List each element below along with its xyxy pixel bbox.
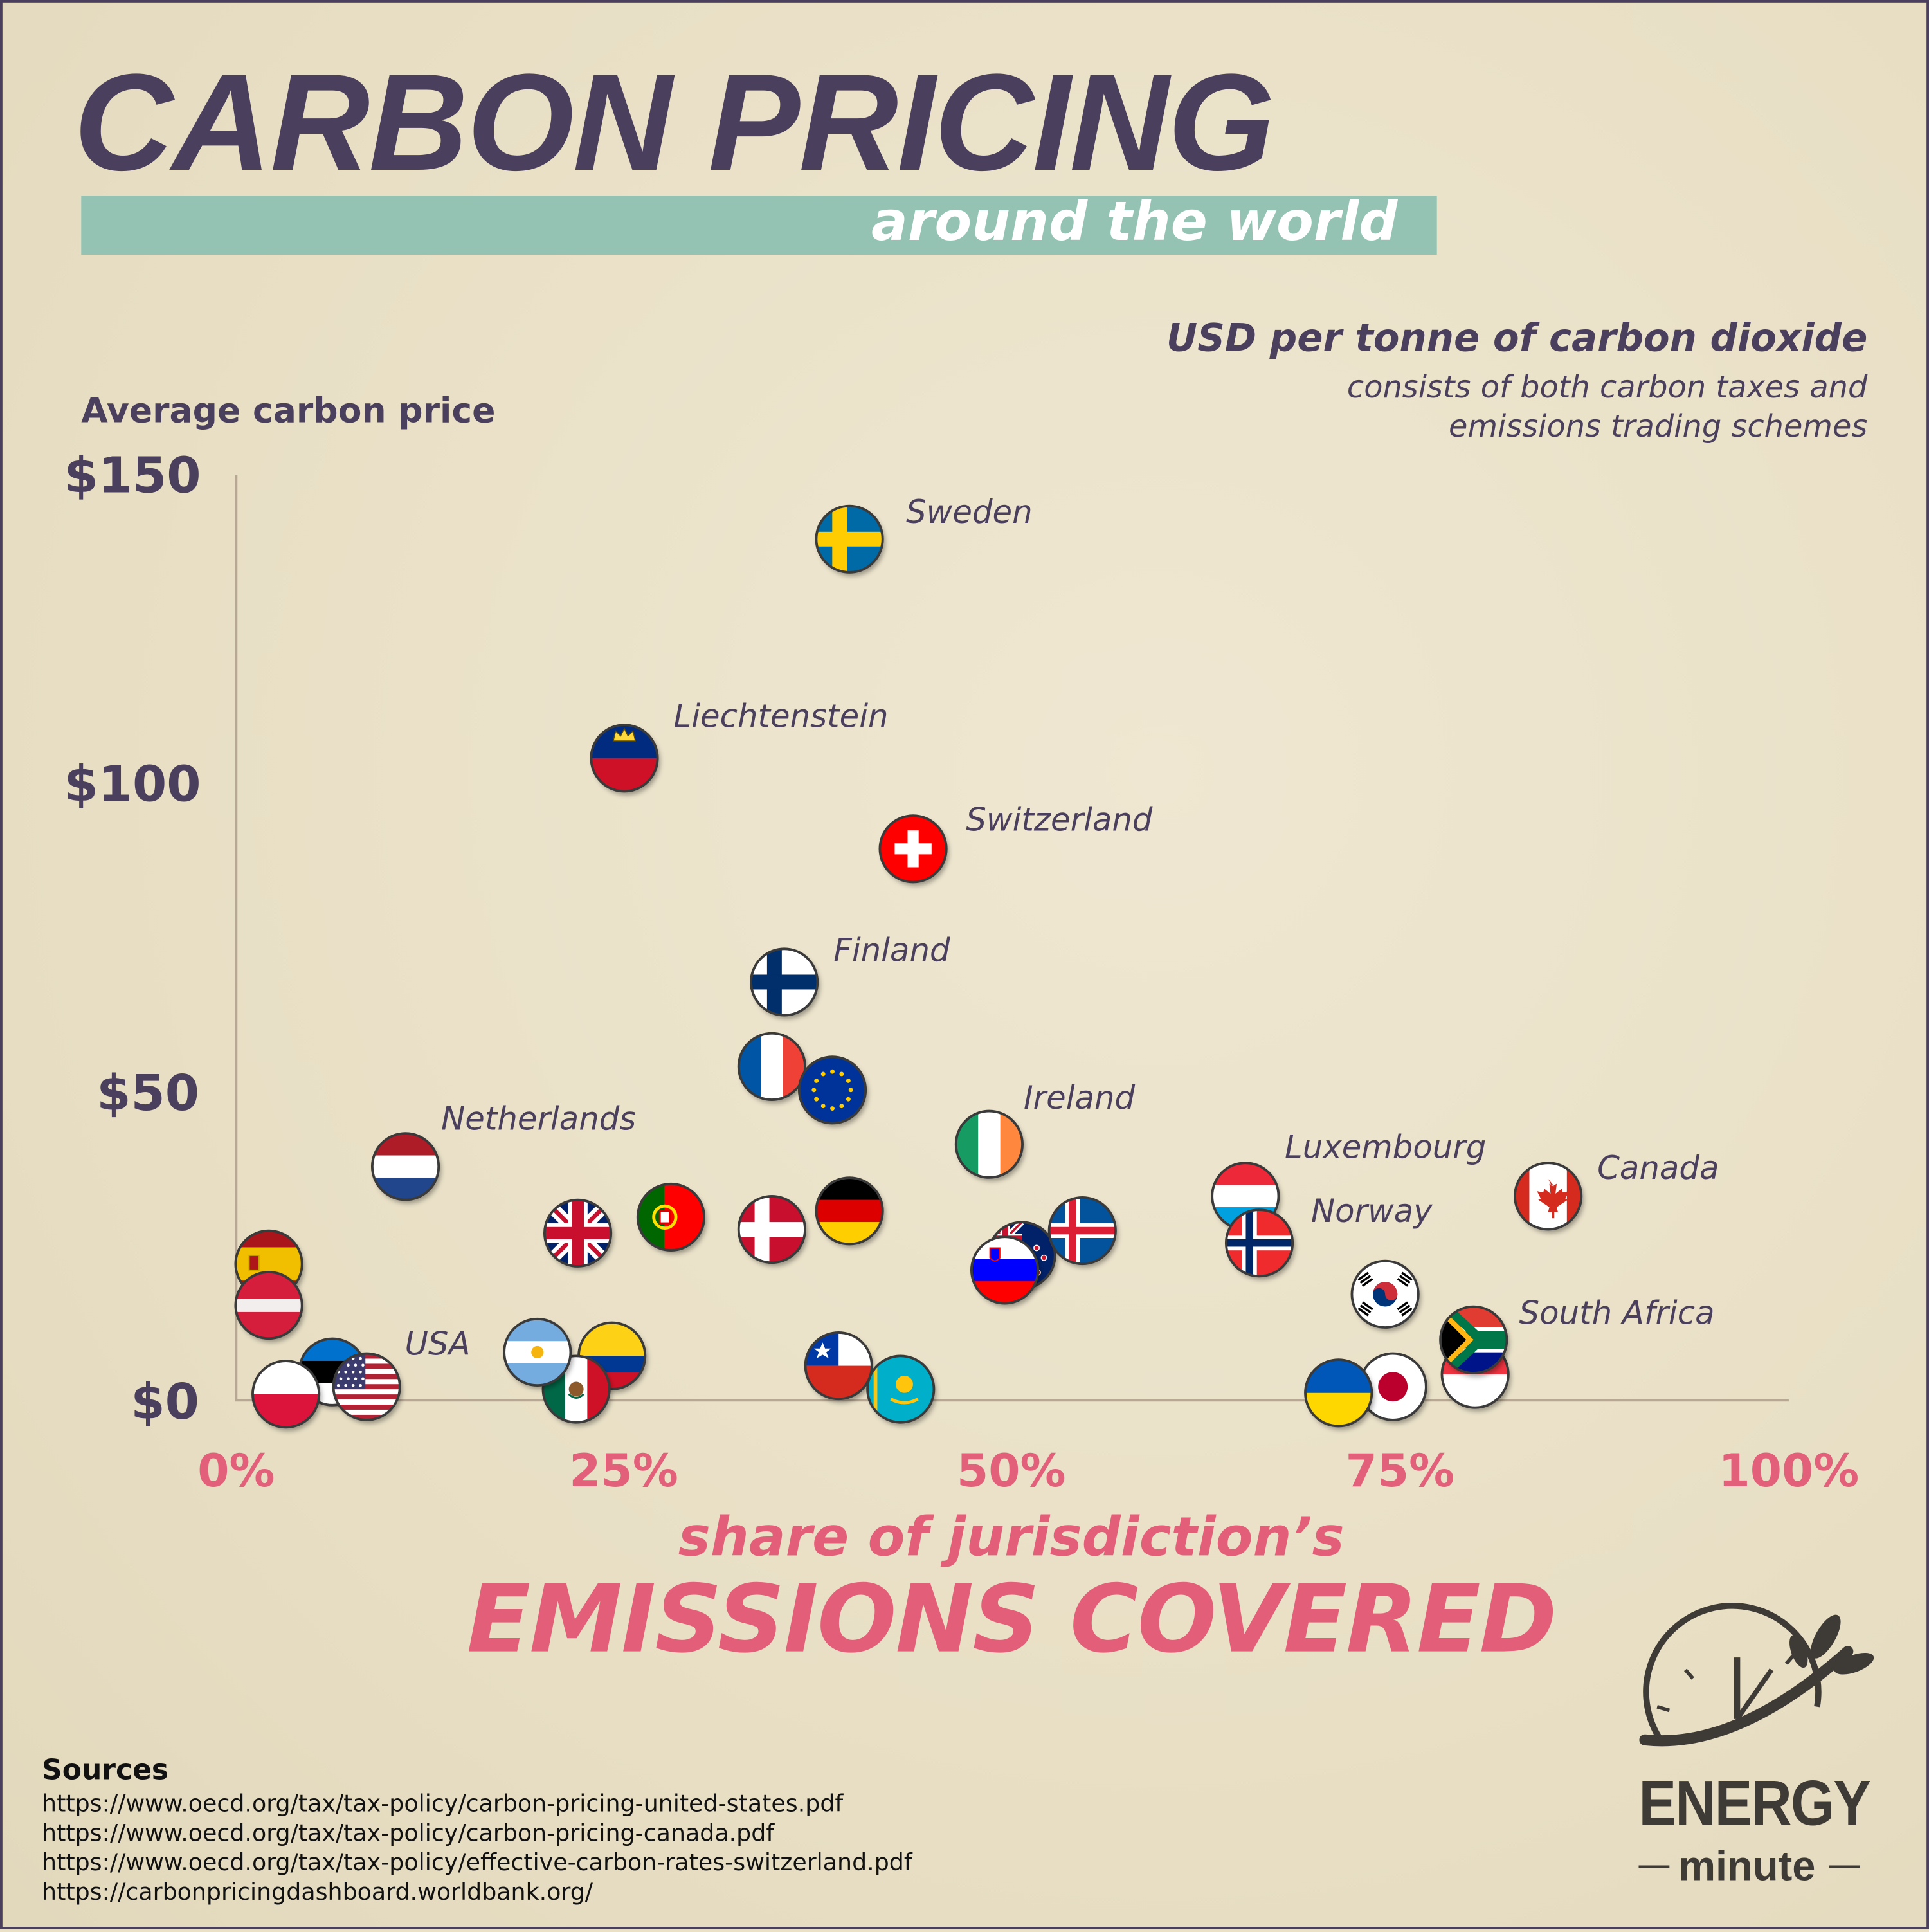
country-label: USA	[404, 1326, 471, 1363]
flag-argentina-icon	[503, 1317, 572, 1387]
flag-usa-icon	[332, 1352, 401, 1421]
flag-liechtenstein-icon	[590, 724, 659, 793]
x-axis-line	[235, 1399, 1789, 1401]
country-label: Luxembourg	[1285, 1129, 1487, 1167]
x-tick-label: 50%	[956, 1444, 1066, 1498]
flag-chile-icon	[804, 1331, 873, 1401]
country-label: Switzerland	[966, 802, 1153, 839]
logo-text-energy: ENERGY	[1638, 1768, 1870, 1840]
flag-france-icon	[737, 1032, 806, 1101]
x-tick-label: 25%	[569, 1444, 678, 1498]
source-link[interactable]: https://www.oecd.org/tax/tax-policy/carb…	[42, 1790, 844, 1818]
country-label: Ireland	[1023, 1080, 1136, 1118]
sources-heading: Sources	[42, 1754, 169, 1787]
x-tick-label: 0%	[197, 1444, 275, 1498]
y-axis-line	[235, 475, 237, 1401]
flag-kazakhstan-icon	[866, 1354, 936, 1424]
y-tick-label: $0	[131, 1374, 199, 1432]
flag-european-union-icon	[797, 1055, 867, 1125]
flag-iceland-icon	[1047, 1196, 1117, 1266]
flag-japan-icon	[1358, 1352, 1427, 1421]
flag-south-korea-icon	[1350, 1259, 1420, 1329]
source-link[interactable]: https://www.oecd.org/tax/tax-policy/carb…	[42, 1819, 775, 1847]
flag-ukraine-icon	[1304, 1358, 1373, 1428]
flag-portugal-icon	[636, 1182, 705, 1252]
y-tick-label: $50	[96, 1065, 199, 1122]
flag-poland-icon	[251, 1360, 321, 1429]
country-label: Canada	[1597, 1150, 1719, 1188]
country-label: Netherlands	[440, 1101, 637, 1138]
page-title: CARBON PRICING	[73, 45, 1275, 199]
x-tick-label: 100%	[1718, 1444, 1860, 1498]
country-label: South Africa	[1519, 1295, 1715, 1333]
page-subtitle: around the world	[871, 190, 1398, 254]
scatter-plot	[234, 504, 1583, 1429]
y-axis-label: Average carbon price	[81, 390, 496, 431]
x-axis-label-line2: EMISSIONS COVERED	[466, 1563, 1557, 1674]
flag-germany-icon	[815, 1176, 884, 1246]
flag-netherlands-icon	[370, 1132, 440, 1201]
flag-sweden-icon	[815, 504, 884, 574]
flag-united-kingdom-icon	[543, 1198, 613, 1268]
x-axis-label-line1: share of jurisdiction’s	[678, 1506, 1345, 1569]
flag-canada-icon	[1514, 1162, 1583, 1231]
unit-note-line1: consists of both carbon taxes and	[1346, 369, 1868, 405]
logo-text-minute: minute	[1678, 1843, 1816, 1890]
energy-minute-logo-icon	[1638, 1603, 1874, 1868]
x-tick-label: 75%	[1345, 1444, 1455, 1498]
flag-ireland-icon	[954, 1109, 1024, 1179]
country-label: Norway	[1310, 1194, 1433, 1231]
flag-switzerland-icon	[878, 814, 948, 884]
country-label: Liechtenstein	[673, 698, 889, 736]
flag-latvia-icon	[234, 1271, 303, 1340]
country-label: Sweden	[906, 495, 1033, 532]
flag-denmark-icon	[737, 1195, 806, 1264]
flag-slovenia-icon	[970, 1235, 1040, 1305]
unit-note-line2: emissions trading schemes	[1449, 408, 1868, 444]
y-tick-label: $150	[64, 448, 201, 505]
flag-finland-icon	[750, 947, 819, 1017]
source-link[interactable]: https://www.oecd.org/tax/tax-policy/effe…	[42, 1849, 912, 1877]
subtitle-bar: around the world	[81, 190, 1437, 255]
y-tick-label: $100	[64, 756, 201, 814]
unit-title: USD per tonne of carbon dioxide	[1166, 316, 1868, 361]
source-link[interactable]: https://carbonpricingdashboard.worldbank…	[42, 1879, 593, 1906]
flag-norway-icon	[1224, 1208, 1294, 1278]
country-label: Finland	[833, 933, 950, 970]
